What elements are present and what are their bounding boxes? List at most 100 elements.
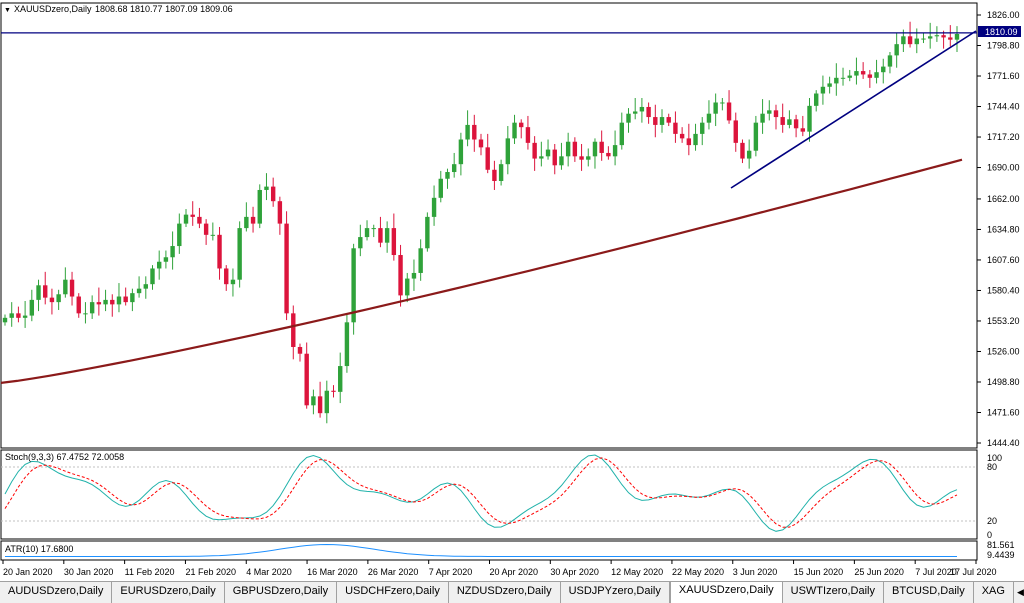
price-axis: 1826.00 1798.80 1771.60 1744.40 1717.20 1690.… bbox=[977, 10, 1020, 448]
symbol-tab[interactable]: BTCUSD,Daily bbox=[884, 582, 974, 603]
time-tick-label: 7 Apr 2020 bbox=[429, 567, 473, 577]
candle-body bbox=[753, 122, 759, 151]
candle-body bbox=[807, 105, 812, 132]
symbol-tab[interactable]: XAG bbox=[974, 582, 1014, 603]
candle-body bbox=[384, 228, 390, 243]
symbol-tab[interactable]: NZDUSDzero,Daily bbox=[449, 582, 561, 603]
candle-body bbox=[767, 110, 772, 114]
candle-body bbox=[210, 234, 216, 236]
candle-body bbox=[874, 72, 879, 78]
candle-body bbox=[2, 317, 8, 323]
price-tick-label: 1553.20 bbox=[987, 316, 1020, 326]
candle-body bbox=[740, 142, 745, 159]
candle-body bbox=[130, 293, 135, 303]
candle-body bbox=[867, 74, 873, 78]
symbol-tab-bar: AUDUSDzero,Daily EURUSDzero,Daily GBPUSDze… bbox=[0, 581, 1024, 603]
price-tick-label: 1526.00 bbox=[987, 346, 1020, 356]
candle-body bbox=[197, 216, 202, 224]
candle-body bbox=[512, 122, 517, 139]
candle-body bbox=[619, 122, 624, 146]
symbol-menu-icon[interactable]: ▼ bbox=[4, 7, 11, 14]
trendline[interactable] bbox=[730, 30, 977, 189]
price-tick-label: 1771.60 bbox=[987, 71, 1020, 81]
candle-body bbox=[653, 117, 658, 125]
candle-body bbox=[136, 288, 142, 294]
stoch-pane[interactable] bbox=[0, 449, 978, 540]
candle-body bbox=[257, 189, 262, 224]
candle-body bbox=[116, 296, 122, 305]
candle-body bbox=[800, 128, 806, 132]
candle-body bbox=[438, 178, 443, 198]
candle-body bbox=[612, 145, 618, 157]
candle-body bbox=[56, 294, 61, 303]
time-axis: 20 Jan 2020 30 Jan 2020 11 Feb 2020 21 Feb … bbox=[2, 560, 997, 577]
symbol-tab[interactable]: USWTIzero,Daily bbox=[783, 582, 884, 603]
candle-body bbox=[143, 284, 148, 289]
candle-body bbox=[498, 164, 504, 181]
candle-body bbox=[230, 279, 236, 285]
candle-body bbox=[894, 44, 899, 56]
candle-body bbox=[304, 353, 309, 406]
candle-body bbox=[183, 214, 189, 224]
symbol-tab[interactable]: XAUUSDzero,Daily bbox=[669, 582, 783, 603]
candle-body bbox=[773, 110, 779, 118]
symbol-tab[interactable]: EURUSDzero,Daily bbox=[112, 582, 225, 603]
candle-body bbox=[673, 122, 678, 134]
candle-body bbox=[96, 302, 102, 305]
symbol-tab[interactable]: USDCHFzero,Daily bbox=[337, 582, 449, 603]
candle-body bbox=[901, 36, 906, 45]
candle-body bbox=[250, 216, 256, 224]
candle-body bbox=[860, 71, 866, 75]
candle-body bbox=[834, 77, 839, 84]
time-tick-label: 3 Jun 2020 bbox=[733, 567, 778, 577]
candle-body bbox=[552, 149, 557, 166]
candle-body bbox=[49, 297, 55, 303]
candle-body bbox=[659, 117, 665, 125]
candle-body bbox=[244, 216, 249, 229]
candle-body bbox=[948, 37, 953, 40]
candle-body bbox=[780, 117, 785, 125]
candle-body bbox=[733, 120, 738, 143]
candle-body bbox=[921, 38, 926, 40]
time-tick-label: 16 Mar 2020 bbox=[307, 567, 358, 577]
price-tick-label: 1744.40 bbox=[987, 102, 1020, 112]
candle-body bbox=[123, 296, 128, 303]
candle-body bbox=[16, 313, 21, 318]
candle-body bbox=[405, 278, 410, 296]
candle-body bbox=[760, 113, 765, 123]
candle-body bbox=[217, 234, 222, 269]
symbol-tab[interactable]: USDJPYzero,Daily bbox=[561, 582, 670, 603]
time-tick-label: 26 Mar 2020 bbox=[368, 567, 419, 577]
price-tick-label: 1607.60 bbox=[987, 255, 1020, 265]
symbol-tab[interactable]: GBPUSDzero,Daily bbox=[225, 582, 338, 603]
time-tick-label: 12 May 2020 bbox=[611, 567, 663, 577]
price-pane[interactable] bbox=[0, 2, 978, 449]
candle-body bbox=[787, 119, 792, 125]
candle-body bbox=[954, 33, 960, 40]
atr-pane[interactable] bbox=[0, 540, 978, 561]
price-tick-label: 1662.00 bbox=[987, 194, 1020, 204]
stoch-main-line bbox=[4, 454, 958, 532]
time-tick-label: 11 Feb 2020 bbox=[125, 567, 175, 577]
candle-body bbox=[539, 156, 544, 159]
candle-body bbox=[445, 172, 450, 179]
candle-body bbox=[398, 255, 403, 296]
atr-title: ATR(10) 17.6800 bbox=[5, 544, 73, 554]
candle-body bbox=[458, 139, 464, 165]
scroll-left-icon[interactable]: ◀ bbox=[1016, 587, 1024, 597]
candle-body bbox=[338, 366, 343, 392]
candle-body bbox=[713, 102, 718, 114]
candle-body bbox=[431, 197, 437, 217]
candle-body bbox=[820, 86, 826, 94]
price-marker bbox=[978, 26, 1021, 37]
symbol-tab[interactable]: AUDUSDzero,Daily bbox=[0, 582, 113, 603]
candles-group bbox=[2, 21, 960, 424]
price-tick-label: 1717.20 bbox=[987, 132, 1020, 142]
candle-body bbox=[36, 285, 41, 300]
stoch-tick-label: 80 bbox=[987, 462, 997, 472]
candle-body bbox=[847, 75, 852, 78]
candle-body bbox=[927, 36, 933, 39]
candle-body bbox=[170, 246, 175, 258]
time-tick-label: 30 Apr 2020 bbox=[550, 567, 599, 577]
